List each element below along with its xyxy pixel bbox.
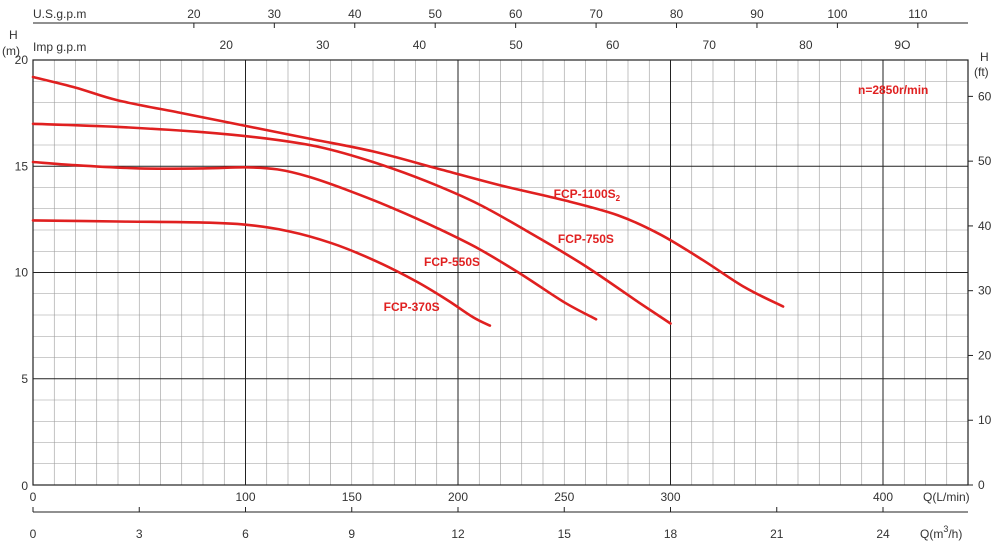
- series-label-name: FCP-750S: [558, 232, 614, 246]
- us-gpm-axis-label: U.S.g.p.m: [33, 7, 86, 21]
- x-tick-lpm: 300: [660, 490, 680, 504]
- series-label-name: FCP-1100S: [554, 187, 616, 201]
- y-tick-ft: 50: [978, 154, 992, 168]
- series-label-fcp-1100s: FCP-1100S2: [554, 187, 621, 203]
- curve-fcp-750s: [31, 122, 672, 325]
- m3h-axis-label-sup: 3: [943, 524, 948, 534]
- x-tick-us-gpm: 20: [187, 7, 201, 21]
- y-tick-ft: 30: [978, 284, 992, 298]
- x-tick-lpm: 100: [235, 490, 255, 504]
- x-tick-imp-gpm: 30: [316, 38, 330, 52]
- x-tick-us-gpm: 70: [589, 7, 603, 21]
- y-tick-m: 20: [15, 53, 29, 67]
- x-tick-imp-gpm: 50: [509, 38, 523, 52]
- imp-gpm-axis-label: Imp g.p.m: [33, 40, 86, 54]
- y-tick-m: 0: [21, 479, 28, 493]
- x-tick-m3h: 0: [30, 527, 37, 541]
- x-tick-m3h: 9: [348, 527, 355, 541]
- x-tick-m3h: 3: [136, 527, 143, 541]
- x-tick-lpm: 0: [30, 490, 37, 504]
- left-y-axis-title: H: [9, 28, 18, 42]
- x-tick-us-gpm: 80: [670, 7, 684, 21]
- right-y-axis-title: H: [980, 50, 989, 64]
- x-tick-m3h: 15: [558, 527, 572, 541]
- m3h-axis-label-tail: /h): [948, 527, 962, 541]
- series-label-fcp-750s: FCP-750S: [558, 232, 614, 246]
- x-tick-imp-gpm: 20: [220, 38, 234, 52]
- m3h-axis-label-main: Q(m: [920, 527, 943, 541]
- x-tick-imp-gpm: 80: [799, 38, 813, 52]
- series-label-fcp-370s: FCP-370S: [384, 300, 440, 314]
- x-tick-imp-gpm: 70: [703, 38, 717, 52]
- x-tick-m3h: 12: [451, 527, 465, 541]
- lpm-axis-label: Q(L/min): [923, 490, 970, 504]
- x-tick-us-gpm: 60: [509, 7, 523, 21]
- x-tick-us-gpm: 40: [348, 7, 362, 21]
- y-tick-m: 5: [21, 372, 28, 386]
- y-tick-ft: 40: [978, 219, 992, 233]
- series-label-subscript: 2: [616, 194, 621, 203]
- x-tick-us-gpm: 100: [827, 7, 847, 21]
- x-tick-m3h: 24: [876, 527, 890, 541]
- curve-fcp-550s: [31, 160, 598, 321]
- right-y-axis-unit: (ft): [974, 65, 989, 79]
- y-tick-ft: 20: [978, 348, 992, 362]
- x-tick-imp-gpm: 60: [606, 38, 620, 52]
- y-tick-m: 10: [15, 266, 29, 280]
- series-label-name: FCP-370S: [384, 300, 440, 314]
- x-tick-m3h: 18: [664, 527, 678, 541]
- m3h-axis-label: Q(m3/h): [920, 524, 962, 541]
- plot-frame: [32, 59, 969, 486]
- y-tick-m: 15: [15, 159, 29, 173]
- y-tick-ft: 60: [978, 89, 992, 103]
- x-tick-us-gpm: 30: [268, 7, 282, 21]
- series-label-fcp-550s: FCP-550S: [424, 255, 480, 269]
- x-tick-lpm: 250: [554, 490, 574, 504]
- x-tick-lpm: 150: [342, 490, 362, 504]
- x-tick-lpm: 200: [448, 490, 468, 504]
- y-tick-ft: 10: [978, 413, 992, 427]
- left-y-axis-unit: (m): [2, 44, 20, 58]
- x-tick-m3h: 6: [242, 527, 249, 541]
- x-tick-imp-gpm: 40: [413, 38, 427, 52]
- speed-annotation: n=2850r/min: [858, 83, 928, 97]
- y-tick-ft: 0: [978, 478, 985, 492]
- x-tick-us-gpm: 110: [908, 7, 927, 21]
- x-tick-lpm: 400: [873, 490, 893, 504]
- x-tick-m3h: 21: [770, 527, 784, 541]
- x-tick-us-gpm: 90: [750, 7, 764, 21]
- grid: [32, 59, 969, 486]
- x-tick-imp-gpm: 9O: [894, 38, 910, 52]
- series-label-name: FCP-550S: [424, 255, 480, 269]
- curves: FCP-1100S2 FCP-750S FCP-550S FCP-370S: [31, 75, 785, 327]
- curve-fcp-370s: [31, 219, 492, 327]
- x-tick-us-gpm: 50: [429, 7, 443, 21]
- curve-fcp-1100s: [31, 75, 785, 308]
